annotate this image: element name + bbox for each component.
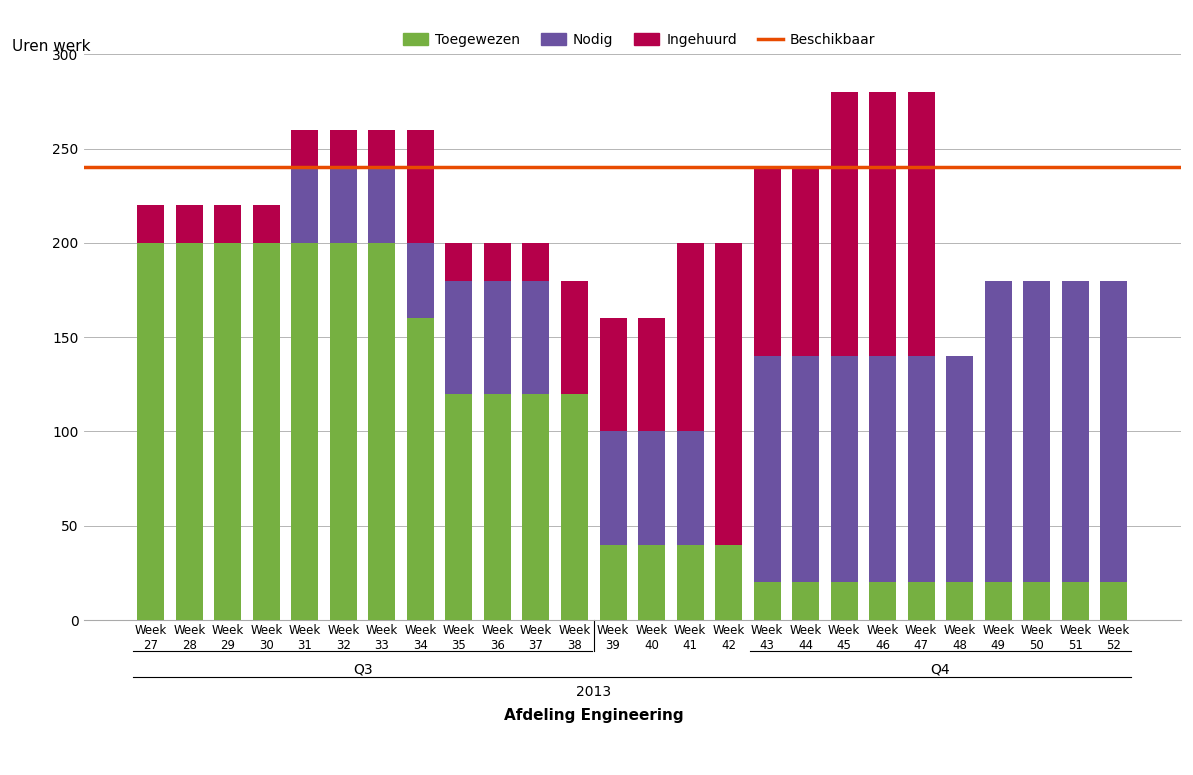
Bar <box>330 167 357 243</box>
Bar <box>792 356 820 582</box>
Bar <box>830 582 858 620</box>
Bar <box>253 243 280 620</box>
Bar <box>792 167 820 356</box>
Bar <box>291 129 319 167</box>
Bar <box>484 394 511 620</box>
Bar <box>445 243 472 281</box>
Bar <box>523 394 550 620</box>
Bar <box>908 356 934 582</box>
Bar <box>253 205 280 243</box>
Bar <box>946 582 973 620</box>
Bar <box>908 582 934 620</box>
Bar <box>1024 582 1050 620</box>
Bar <box>638 319 665 432</box>
Bar <box>830 92 858 356</box>
Bar <box>946 356 973 582</box>
Bar <box>561 281 588 394</box>
Bar <box>984 281 1012 582</box>
Bar <box>676 545 704 620</box>
Text: Q4: Q4 <box>931 663 951 677</box>
Bar <box>445 281 472 394</box>
Bar <box>137 205 165 243</box>
Bar <box>754 356 780 582</box>
Legend: Toegewezen, Nodig, Ingehuurd, Beschikbaar: Toegewezen, Nodig, Ingehuurd, Beschikbaa… <box>397 27 880 53</box>
Bar <box>291 167 319 243</box>
Bar <box>1100 281 1127 582</box>
Bar <box>407 129 434 243</box>
Bar <box>291 243 319 620</box>
Text: Uren werk: Uren werk <box>12 40 91 54</box>
Text: 2013: 2013 <box>576 685 611 699</box>
Bar <box>870 356 896 582</box>
Bar <box>369 129 395 167</box>
Bar <box>1062 582 1089 620</box>
Bar <box>754 582 780 620</box>
Bar <box>215 205 241 243</box>
Bar <box>600 319 626 432</box>
Bar <box>484 243 511 281</box>
Bar <box>523 281 550 394</box>
Bar <box>215 243 241 620</box>
Bar <box>600 432 626 545</box>
Bar <box>484 281 511 394</box>
Bar <box>1024 281 1050 582</box>
Bar <box>407 243 434 319</box>
Bar <box>676 243 704 432</box>
Bar <box>175 205 203 243</box>
Bar <box>1100 582 1127 620</box>
Text: Q3: Q3 <box>353 663 372 677</box>
Bar <box>407 319 434 620</box>
Bar <box>369 167 395 243</box>
Text: Afdeling Engineering: Afdeling Engineering <box>503 708 684 723</box>
Bar <box>1062 281 1089 582</box>
Bar <box>523 243 550 281</box>
Bar <box>830 356 858 582</box>
Bar <box>638 432 665 545</box>
Bar <box>137 243 165 620</box>
Bar <box>792 582 820 620</box>
Bar <box>600 545 626 620</box>
Bar <box>676 432 704 545</box>
Bar <box>870 582 896 620</box>
Bar <box>715 545 742 620</box>
Bar <box>561 394 588 620</box>
Bar <box>330 129 357 167</box>
Bar <box>754 167 780 356</box>
Bar <box>715 243 742 545</box>
Bar <box>638 545 665 620</box>
Bar <box>984 582 1012 620</box>
Bar <box>369 243 395 620</box>
Bar <box>330 243 357 620</box>
Bar <box>908 92 934 356</box>
Bar <box>175 243 203 620</box>
Bar <box>445 394 472 620</box>
Bar <box>870 92 896 356</box>
